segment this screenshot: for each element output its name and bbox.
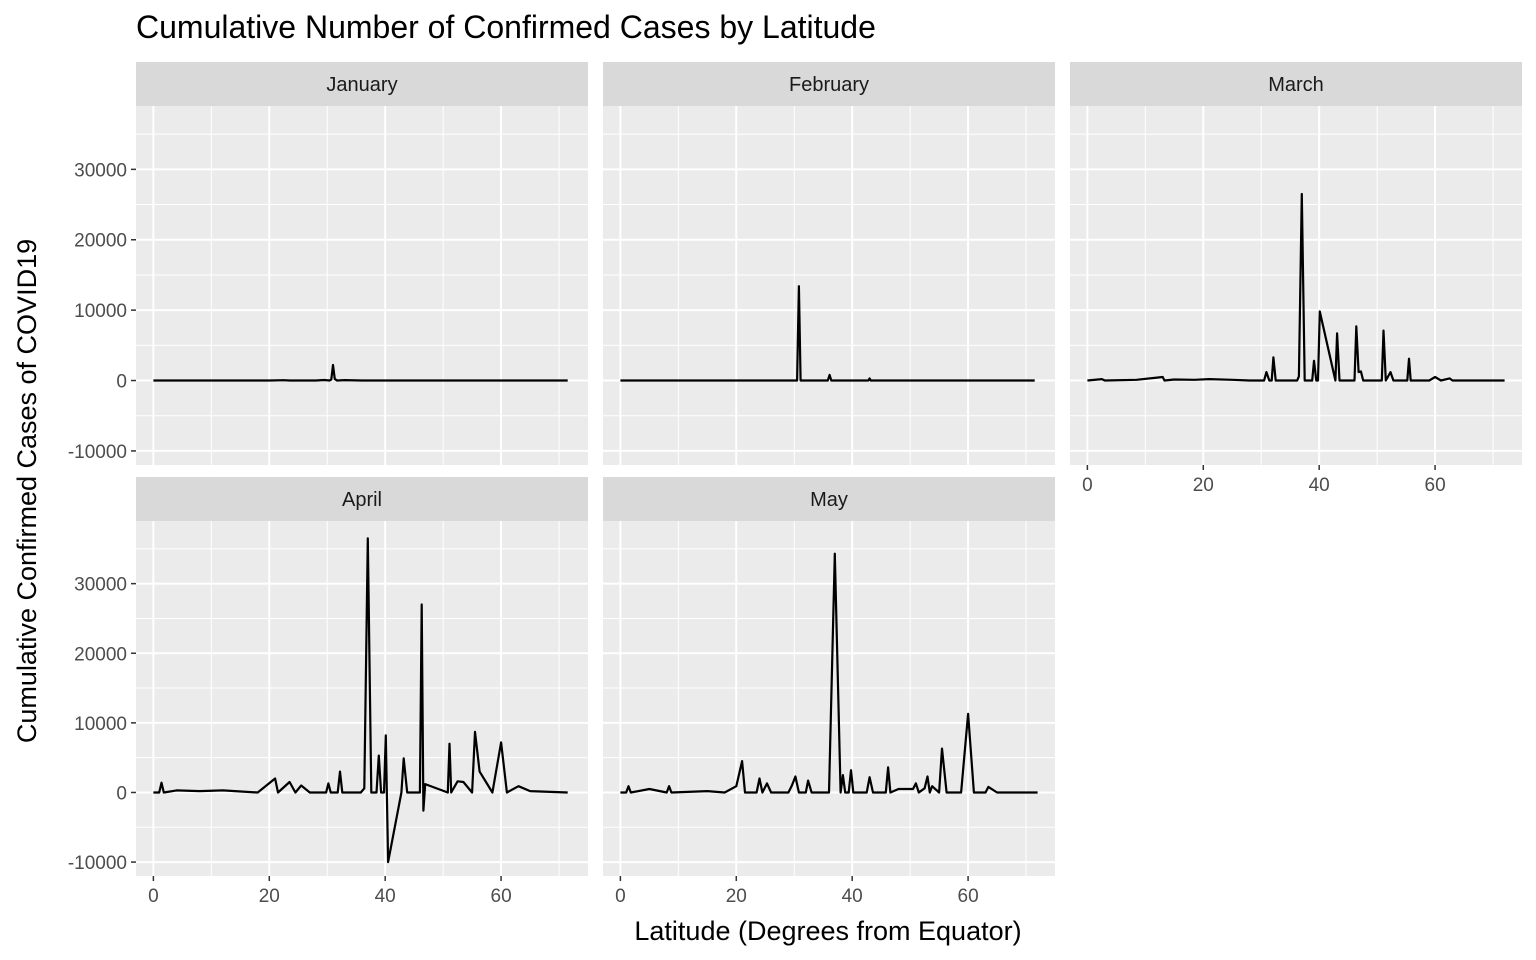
x-tick-label: 40 [1309,475,1330,496]
series-line-may [620,552,1038,794]
y-tick-label: -10000 [68,853,127,874]
x-tick-label: 60 [958,886,979,907]
facet-strip [136,62,588,106]
facet-strip-label: March [1268,74,1324,96]
y-tick-label: 30000 [74,160,127,181]
panel-background [603,521,1055,876]
y-tick-label: 20000 [74,231,127,252]
x-tick-label: 0 [615,886,626,907]
y-tick-label: 10000 [74,301,127,322]
series-line-april [153,537,568,864]
facet-strip-label: May [810,489,848,511]
panel-background [1070,106,1522,465]
series-line-february [620,285,1035,382]
x-tick-label: 40 [375,886,396,907]
x-tick-label: 60 [1425,475,1446,496]
x-tick-label: 60 [491,886,512,907]
facet-april: April -10000 0 10000 20000 30000 0 20 40 60 [68,477,588,907]
x-tick-label: 20 [726,886,747,907]
series-line-january [153,363,568,382]
x-tick-label: 0 [148,886,159,907]
y-tick-label: 10000 [74,714,127,735]
panel-background [603,106,1055,465]
facet-strip [1070,62,1522,106]
x-tick-label: 20 [259,886,280,907]
y-tick-label: 30000 [74,575,127,596]
series-line-march [1087,192,1505,382]
facet-strip [603,62,1055,106]
y-tick-label: 0 [116,372,127,393]
chart-title: Cumulative Number of Confirmed Cases by … [136,9,876,45]
y-axis-title: Cumulative Confirmed Cases of COVID19 [12,239,42,743]
x-tick-label: 20 [1193,475,1214,496]
x-tick-label: 40 [842,886,863,907]
panel-background [136,106,588,465]
facet-strip-label: April [342,489,382,511]
facet-may: May 0 20 40 60 [603,477,1055,907]
y-tick-label: -10000 [68,442,127,463]
x-axis-title: Latitude (Degrees from Equator) [634,916,1021,946]
y-tick-label: 20000 [74,644,127,665]
facet-strip [603,477,1055,521]
panel-background [136,521,588,876]
x-tick-label: 0 [1082,475,1093,496]
facet-march: March 0 20 40 60 [1070,62,1522,496]
facet-strip-label: January [326,74,397,96]
y-tick-label: 0 [116,783,127,804]
facet-strip-label: February [789,74,869,96]
facet-january: January -10000 0 10000 20000 30000 [68,62,588,465]
facet-february: February [603,62,1055,465]
facet-strip [136,477,588,521]
